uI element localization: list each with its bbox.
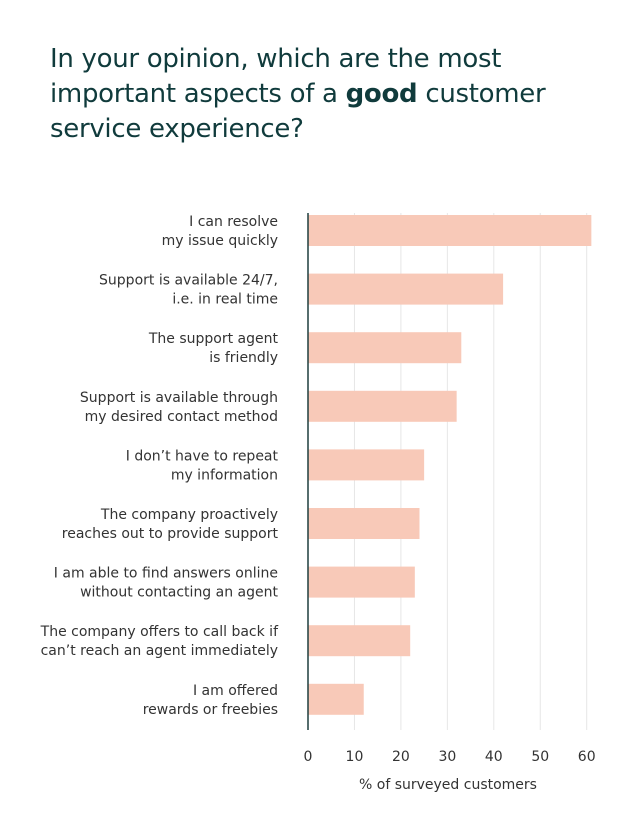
x-axis-label: % of surveyed customers [359, 777, 537, 793]
y-tick-label: I can resolve [189, 214, 278, 230]
title-text: important aspects of a [50, 79, 346, 109]
y-tick-label: Support is available 24/7, [99, 273, 278, 289]
chart-title: In your opinion, which are the most impor… [50, 42, 630, 147]
y-tick-label: can’t reach an agent immediately [41, 643, 278, 659]
y-tick-label: The company offers to call back if [40, 624, 279, 640]
y-tick-label: I am able to find answers online [54, 566, 278, 582]
y-tick-label: The company proactively [100, 507, 278, 523]
title-text: In your opinion, which are the most [50, 44, 502, 74]
y-tick-label: i.e. in real time [172, 292, 278, 308]
title-text: service experience? [50, 114, 304, 144]
x-tick-label: 60 [578, 749, 596, 765]
x-tick-label: 0 [304, 749, 313, 765]
x-tick-label: 30 [438, 749, 456, 765]
bar [308, 332, 462, 364]
y-tick-label: I am offered [193, 683, 278, 699]
x-tick-label: 40 [485, 749, 503, 765]
y-tick-label: The support agent [148, 331, 279, 347]
bar [308, 215, 592, 246]
title-line: important aspects of a good customer [50, 77, 630, 112]
title-line: service experience? [50, 112, 630, 147]
bar [308, 683, 364, 715]
title-text: customer [417, 79, 546, 109]
y-tick-label: Support is available through [80, 390, 278, 406]
y-tick-label: reaches out to provide support [62, 526, 279, 542]
y-tick-label: is friendly [209, 350, 278, 366]
bar [308, 449, 425, 481]
y-tick-label: my issue quickly [162, 233, 278, 249]
y-tick-label: my desired contact method [85, 409, 278, 425]
x-tick-label: 20 [392, 749, 410, 765]
bar [308, 625, 411, 657]
bar [308, 390, 457, 422]
x-tick-label: 10 [346, 749, 364, 765]
x-tick-label: 50 [531, 749, 549, 765]
title-line: In your opinion, which are the most [50, 42, 630, 77]
title-text: good [345, 79, 418, 109]
bar [308, 273, 504, 305]
y-tick-label: rewards or freebies [143, 702, 278, 718]
y-tick-label: I don’t have to repeat [126, 448, 279, 464]
y-tick-label: my information [171, 467, 278, 483]
y-tick-label: without contacting an agent [80, 585, 278, 601]
bar [308, 566, 415, 598]
bar [308, 508, 420, 539]
